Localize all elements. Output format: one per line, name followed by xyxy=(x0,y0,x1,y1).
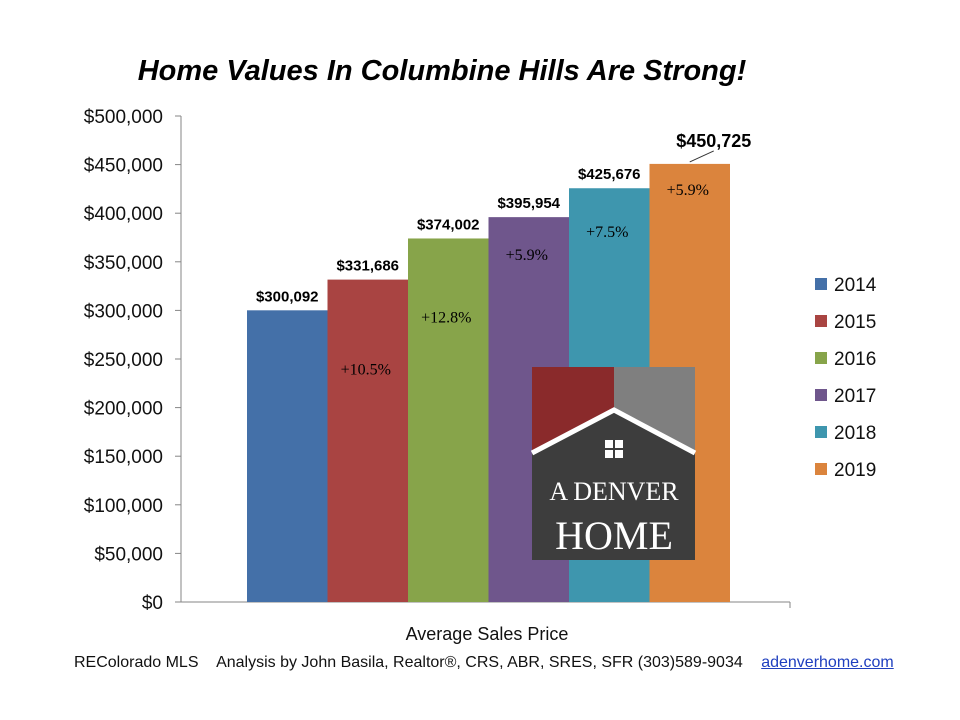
change-label-2018: +7.5% xyxy=(586,224,628,241)
logo-line1: A DENVER xyxy=(549,477,679,506)
window-icon xyxy=(605,440,623,458)
y-tick-label: $300,000 xyxy=(84,301,163,322)
bar-2016 xyxy=(408,238,489,602)
legend: 2014 2015 2016 2017 2018 2019 xyxy=(815,275,877,481)
change-label-2019: +5.9% xyxy=(667,182,709,199)
legend-label-2016: 2016 xyxy=(834,349,876,370)
y-tick-label: $0 xyxy=(142,593,163,614)
y-tick-label: $400,000 xyxy=(84,204,163,225)
bar-2015 xyxy=(327,279,408,602)
value-label-2016: $374,002 xyxy=(417,216,480,233)
logo-roof-outline xyxy=(530,407,697,456)
y-tick-label: $50,000 xyxy=(94,544,163,565)
axes: $0 $50,000 $100,000 $150,000 $200,000 $250,00… xyxy=(84,107,791,614)
y-tick-label: $350,000 xyxy=(84,253,163,274)
change-label-2016: +12.8% xyxy=(421,309,471,326)
y-tick-label: $450,000 xyxy=(84,156,163,177)
bar-2014 xyxy=(247,310,328,602)
value-label-2014: $300,092 xyxy=(256,288,319,305)
y-tick-label: $250,000 xyxy=(84,350,163,371)
y-tick-label: $500,000 xyxy=(84,107,163,128)
legend-swatch-2019 xyxy=(815,463,827,475)
logo-line2: HOME xyxy=(555,513,673,558)
legend-label-2018: 2018 xyxy=(834,423,876,444)
value-label-2015: $331,686 xyxy=(336,258,399,275)
legend-swatch-2016 xyxy=(815,352,827,364)
footer-source: REColorado MLS xyxy=(74,654,199,671)
legend-swatch-2018 xyxy=(815,426,827,438)
y-tick-label: $100,000 xyxy=(84,496,163,517)
change-label-2017: +5.9% xyxy=(506,247,548,264)
footer-analysis: Analysis by John Basila, Realtor®, CRS, … xyxy=(216,654,743,671)
chart-title: Home Values In Columbine Hills Are Stron… xyxy=(138,55,747,87)
website-link[interactable]: adenverhome.com xyxy=(761,654,894,671)
y-tick-label: $150,000 xyxy=(84,447,163,468)
legend-label-2017: 2017 xyxy=(834,386,876,407)
logo-roof-red xyxy=(532,367,614,453)
value-label-2019: $450,725 xyxy=(676,131,751,151)
value-label-leader xyxy=(689,150,714,163)
legend-label-2015: 2015 xyxy=(834,312,876,333)
y-tick-label: $200,000 xyxy=(84,399,163,420)
legend-label-2014: 2014 xyxy=(834,275,877,296)
value-label-2017: $395,954 xyxy=(497,195,560,212)
logo-roof-gray xyxy=(614,367,695,453)
legend-swatch-2015 xyxy=(815,315,827,327)
legend-label-2019: 2019 xyxy=(834,460,876,481)
x-axis-label: Average Sales Price xyxy=(406,624,569,644)
value-label-2018: $425,676 xyxy=(578,166,641,183)
a-denver-home-logo: A DENVER HOME xyxy=(530,367,697,560)
legend-swatch-2017 xyxy=(815,389,827,401)
legend-swatch-2014 xyxy=(815,278,827,290)
footer: REColorado MLS Analysis by John Basila, … xyxy=(74,654,894,672)
change-label-2015: +10.5% xyxy=(341,362,391,379)
data-labels: $300,092 $331,686 +10.5% $374,002 +12.8% $395… xyxy=(256,131,751,379)
